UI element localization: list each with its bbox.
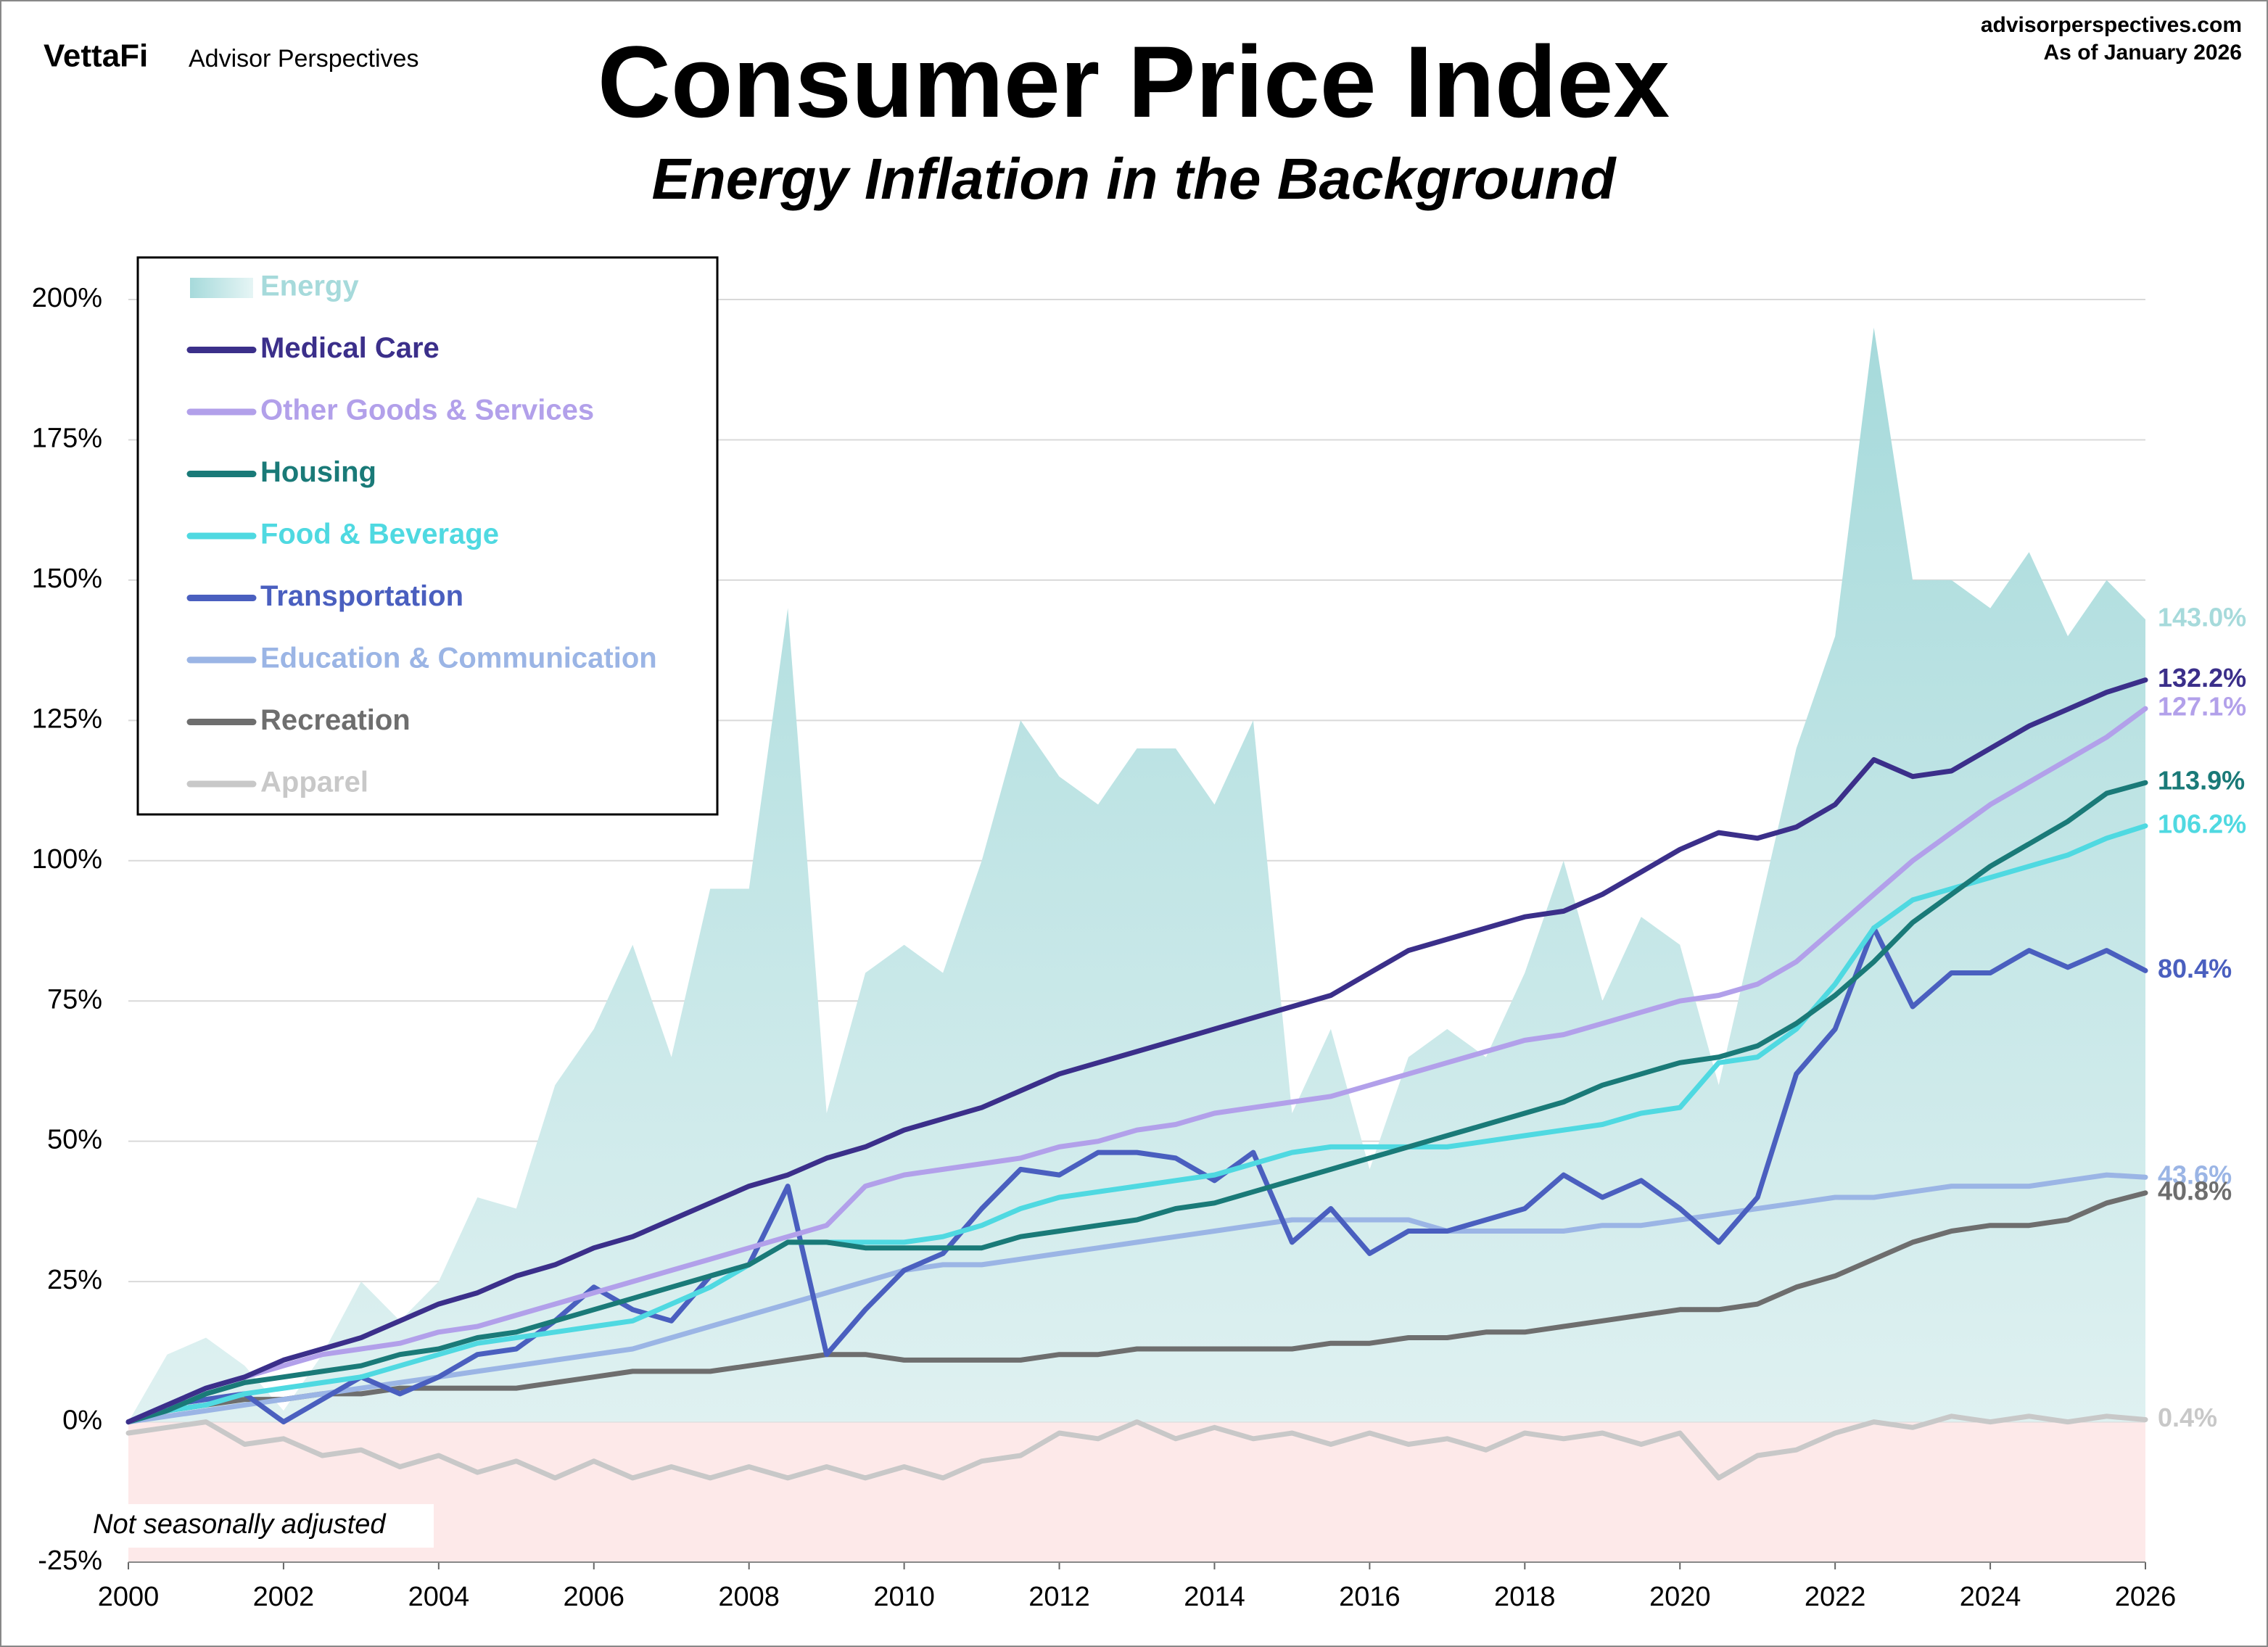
- legend: Energy Medical Care Other Goods & Services…: [186, 271, 657, 798]
- y-tick-label: 200%: [32, 283, 102, 313]
- x-tick-label: 2026: [2115, 1582, 2177, 1612]
- end-label: 143.0%: [2158, 603, 2246, 632]
- legend-label: Education & Communication: [260, 643, 657, 674]
- end-label: 127.1%: [2158, 692, 2246, 722]
- x-tick-label: 2000: [98, 1582, 160, 1612]
- as-of: As of January 2026: [2044, 41, 2242, 65]
- y-tick-label: 50%: [47, 1125, 102, 1155]
- series-line: [125, 1190, 2148, 1425]
- brand: VettaFi: [44, 38, 148, 74]
- x-tick-label: 2014: [1184, 1582, 1245, 1612]
- end-label: 106.2%: [2158, 809, 2246, 838]
- legend-label: Energy: [260, 271, 359, 302]
- legend-label: Food & Beverage: [260, 519, 499, 550]
- y-tick-label: -25%: [38, 1545, 102, 1576]
- note: Not seasonally adjusted: [93, 1509, 387, 1540]
- x-tick-label: 2006: [563, 1582, 624, 1612]
- legend-label: Medical Care: [260, 332, 440, 364]
- legend-label: Recreation: [260, 704, 411, 736]
- series-line: [125, 706, 2148, 1425]
- series-line: [125, 677, 2148, 1425]
- legend-label: Apparel: [260, 767, 368, 798]
- legend-label: Housing: [260, 456, 376, 488]
- y-tick-label: 75%: [47, 984, 102, 1015]
- source: advisorperspectives.com: [1981, 13, 2242, 37]
- series-line: [125, 1172, 2148, 1425]
- end-label: 132.2%: [2158, 663, 2246, 693]
- y-tick-label: 25%: [47, 1265, 102, 1295]
- x-tick-label: 2002: [253, 1582, 315, 1612]
- legend-label: Transportation: [260, 580, 463, 612]
- x-tick-label: 2010: [873, 1582, 935, 1612]
- plot-area: -25% 0% 25% 50% 75% 100% 125% 150% 175% 200% 2000 2…: [32, 283, 2246, 1612]
- x-tick-label: 2024: [1960, 1582, 2021, 1612]
- series-line: [125, 925, 2148, 1425]
- x-tick-label: 2018: [1494, 1582, 1556, 1612]
- end-label: 80.4%: [2158, 954, 2232, 983]
- x-tick-label: 2022: [1805, 1582, 1866, 1612]
- energy-area: [128, 327, 2145, 1422]
- note-box: [83, 1504, 434, 1548]
- end-label: 43.6%: [2158, 1160, 2232, 1190]
- end-label: 40.8%: [2158, 1176, 2232, 1205]
- y-tick-label: 175%: [32, 423, 102, 453]
- series-line: [125, 1413, 2148, 1481]
- series-line: [125, 780, 2148, 1425]
- x-tick-label: 2008: [718, 1582, 780, 1612]
- x-tick-label: 2012: [1028, 1582, 1090, 1612]
- chart-title: Consumer Price Index: [598, 25, 1670, 139]
- x-tick-label: 2004: [408, 1582, 470, 1612]
- y-tick-label: 125%: [32, 703, 102, 734]
- y-tick-label: 100%: [32, 844, 102, 875]
- brand-sub: Advisor Perspectives: [189, 45, 418, 73]
- legend-swatch: [190, 278, 253, 298]
- chart-subtitle: Energy Inflation in the Background: [652, 146, 1617, 211]
- y-tick-label: 0%: [62, 1405, 102, 1436]
- y-tick-label: 150%: [32, 564, 102, 594]
- legend-label: Other Goods & Services: [260, 395, 594, 426]
- end-label: 113.9%: [2158, 766, 2245, 796]
- x-tick-label: 2020: [1649, 1582, 1711, 1612]
- x-tick-label: 2016: [1339, 1582, 1401, 1612]
- end-label: 0.4%: [2158, 1403, 2217, 1432]
